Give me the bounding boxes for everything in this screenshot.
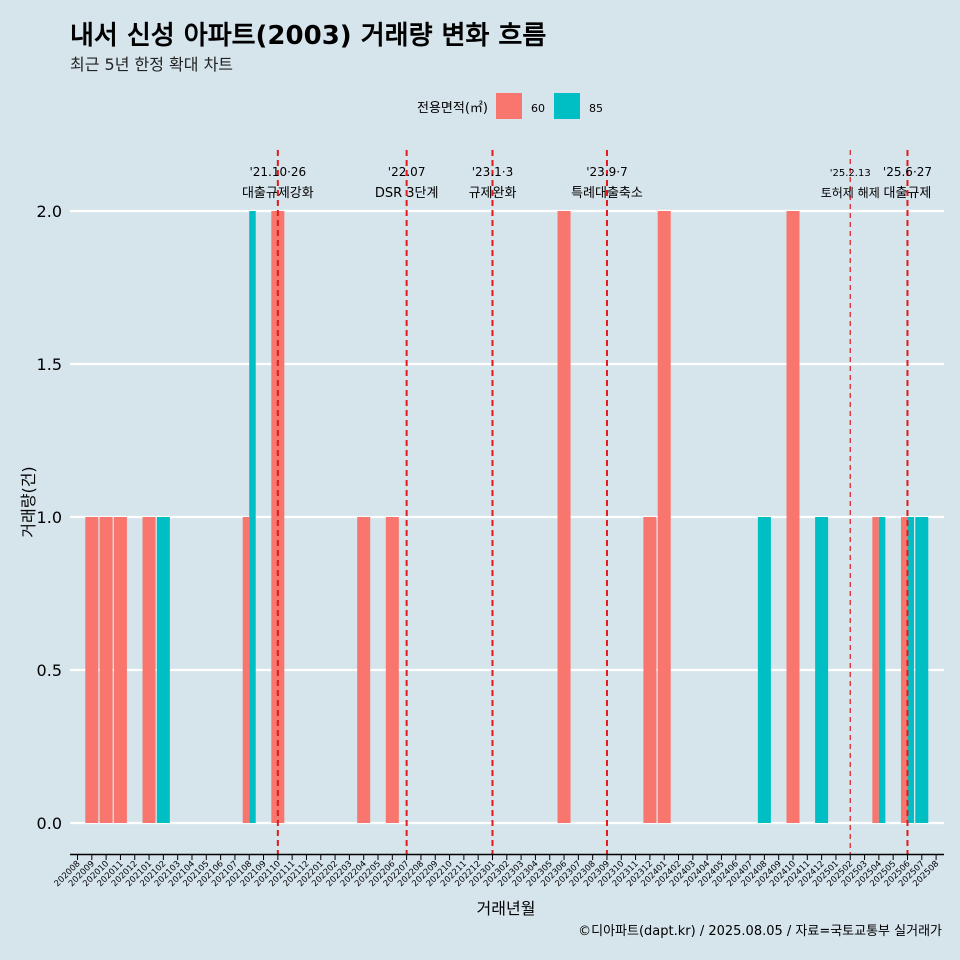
y-tick-label: 1.0 [37,508,62,527]
legend-label-60: 60 [531,102,545,115]
bar-85-202108 [249,211,256,823]
event-label: 대출규제강화 [242,186,314,201]
event-label: 대출규제 [884,186,932,201]
y-axis-title: 거래량(건) [19,466,38,537]
event-label: 토허제 해제 [821,186,880,200]
bar-85-202506 [907,517,914,823]
bar-60-202010 [99,517,113,823]
y-tick-label: 1.5 [37,355,62,374]
bar-85-202408 [757,517,771,823]
bar-85-202102 [156,517,170,823]
event-label: 규제완화 [469,186,517,201]
x-axis: 2020082020092020102020112020122021012021… [53,853,944,889]
event-date: '25.2.13 [830,168,871,179]
legend-swatch-60 [496,93,522,119]
bar-60-202306 [557,211,571,823]
bar-60-202101 [142,517,156,823]
event-label: DSR 3단계 [375,186,439,201]
event-date: '23.1·3 [472,165,513,179]
y-tick-label: 0.5 [37,661,62,680]
legend-title: 전용면적(㎡) [417,101,488,116]
bar-60-202206 [385,517,399,823]
bar-60-202504 [872,517,879,823]
x-axis-title: 거래년월 [477,899,536,918]
bar-60-202410 [786,211,800,823]
bar-60-202110 [271,211,285,823]
event-label: 특례대출축소 [571,186,643,201]
event-date: '25.6·27 [883,165,932,179]
legend-swatch-85 [554,93,580,119]
bar-60-202011 [113,517,127,823]
bars [85,211,929,823]
bar-60-202506 [900,517,908,823]
caption: ©디아파트(dapt.kr) / 2025.08.05 / 자료=국토교통부 실… [578,924,942,939]
y-tick-label: 0.0 [37,814,62,833]
bar-60-202312 [643,517,657,823]
event-date: '21.10·26 [249,165,306,179]
chart-title: 내서 신성 아파트(2003) 거래량 변화 흐름 [70,21,546,51]
legend: 전용면적(㎡) 60 85 [417,93,603,119]
bar-60-202204 [357,517,371,823]
event-date: '23.9·7 [586,165,627,179]
y-axis: 0.0 0.5 1.0 1.5 2.0 [37,202,62,833]
bar-85-202507 [915,517,929,823]
bar-60-202009 [85,517,99,823]
chart-subtitle: 최근 5년 한정 확대 차트 [70,55,233,74]
event-date: '22.07 [388,165,426,179]
bar-85-202504 [878,517,886,823]
bar-60-202401 [657,211,671,823]
y-tick-label: 2.0 [37,202,62,221]
event-markers: '21.10·26 대출규제강화 '22.07 DSR 3단계 '23.1·3 규제완화 '… [242,150,932,855]
bar-85-202412 [815,517,829,823]
bar-60-202108 [242,517,250,823]
grid [70,209,944,825]
legend-label-85: 85 [589,102,603,115]
